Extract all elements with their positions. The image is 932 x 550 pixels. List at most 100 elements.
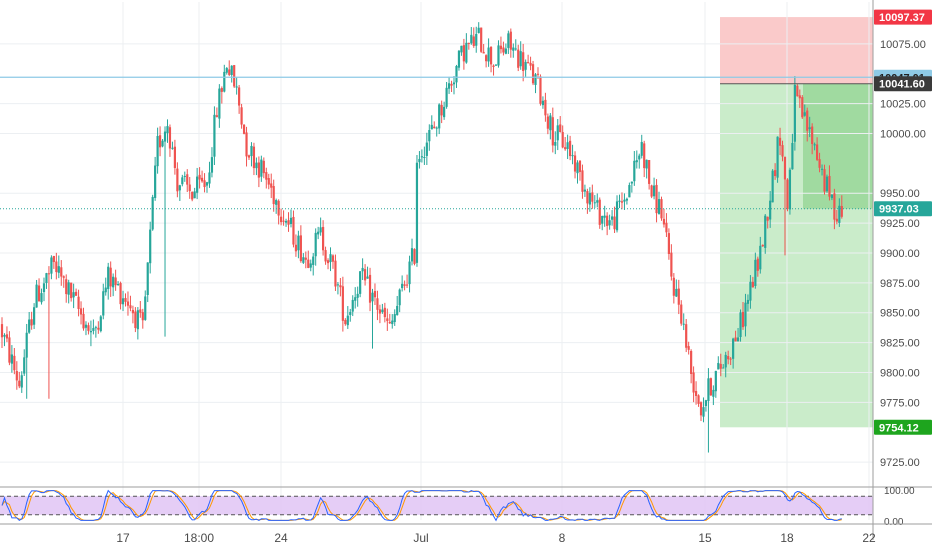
candle (682, 313, 685, 331)
candle (114, 269, 117, 291)
candle (8, 331, 11, 366)
candle (430, 115, 433, 130)
candle (57, 255, 60, 279)
candle-body (92, 328, 95, 331)
candle-body (97, 327, 100, 330)
candle (573, 151, 577, 179)
price-tick-label: 9900.00 (880, 248, 920, 260)
candle-body (546, 116, 549, 129)
entry-price-tag: 10041.60 (874, 76, 932, 92)
candle-body (741, 311, 745, 328)
candle (65, 274, 68, 303)
candle (783, 156, 787, 256)
candle-body (238, 87, 241, 106)
candle-body (257, 162, 260, 178)
candle-body (408, 261, 411, 285)
candle (287, 212, 290, 232)
candle-body (70, 282, 73, 299)
price-axis[interactable]: 10075.00 10025.00 10000.00 9950.00 9925.00 99… (872, 0, 926, 540)
candle (415, 154, 419, 267)
candle (583, 184, 587, 197)
candle-body (808, 127, 811, 130)
candle-body (660, 199, 663, 219)
candle (509, 28, 512, 58)
candle-body (188, 184, 191, 192)
candle-body (838, 205, 841, 223)
time-axis[interactable]: 17 18:00 24 Jul 8 15 18 22 (0, 523, 932, 545)
candle (196, 167, 199, 200)
candle-body (18, 380, 21, 387)
candle-body (220, 88, 223, 92)
price-tick-label: 9800.00 (880, 367, 920, 379)
candle (359, 271, 362, 298)
candle-body (134, 311, 137, 329)
candle-body (813, 144, 816, 146)
price-tick-label: 9850.00 (880, 308, 920, 320)
candle-body (724, 354, 727, 368)
candle (203, 173, 206, 193)
candle (45, 272, 48, 289)
candle (208, 161, 211, 188)
candle (551, 107, 554, 153)
candle-body (77, 296, 80, 309)
candle-body (55, 261, 58, 273)
candle-body (761, 244, 764, 247)
candle (368, 267, 372, 312)
candle-body (37, 285, 41, 302)
candle-body (640, 141, 643, 156)
candle-body (774, 170, 777, 177)
candle (655, 179, 658, 223)
candle (438, 103, 441, 135)
candle (546, 113, 549, 135)
candle-body (487, 47, 490, 62)
price-tick-label: 9725.00 (880, 457, 920, 469)
candle-body (428, 129, 431, 142)
candle (657, 191, 661, 215)
candle (648, 159, 651, 190)
candle (472, 27, 475, 48)
candle (475, 26, 478, 53)
candle-body (205, 182, 209, 186)
candle (714, 370, 717, 398)
candle (694, 381, 698, 405)
candle-body (697, 395, 700, 404)
candle (692, 366, 695, 403)
candle-body (386, 318, 389, 322)
candle (699, 401, 703, 422)
candle-body (42, 283, 46, 293)
candle (317, 226, 320, 240)
candle (662, 208, 666, 228)
candle-body (67, 282, 70, 295)
candle (808, 116, 811, 138)
candle (84, 321, 88, 336)
candle (494, 63, 498, 66)
candle (410, 238, 414, 266)
candle-body (791, 142, 794, 170)
candle (420, 149, 423, 163)
candle-body (65, 279, 68, 295)
candle-body (598, 199, 601, 225)
candle (603, 205, 606, 227)
candle (67, 279, 70, 304)
candle-body (586, 191, 589, 204)
candle-body (334, 260, 337, 287)
candle-body (62, 276, 65, 278)
candle (502, 41, 505, 56)
candle (341, 276, 344, 332)
candle (638, 153, 641, 169)
candle (443, 101, 446, 120)
candle-body (218, 88, 221, 119)
candle (672, 273, 675, 304)
candle (18, 371, 21, 389)
candle-body (376, 298, 379, 310)
candle (803, 104, 806, 117)
time-tick-label: 8 (559, 531, 566, 545)
candle (0, 317, 4, 348)
candle-body (131, 309, 135, 314)
candle-body (265, 172, 268, 180)
candle (383, 302, 386, 323)
candle-body (764, 215, 767, 248)
candle-body (107, 266, 110, 290)
candle-body (289, 217, 293, 224)
